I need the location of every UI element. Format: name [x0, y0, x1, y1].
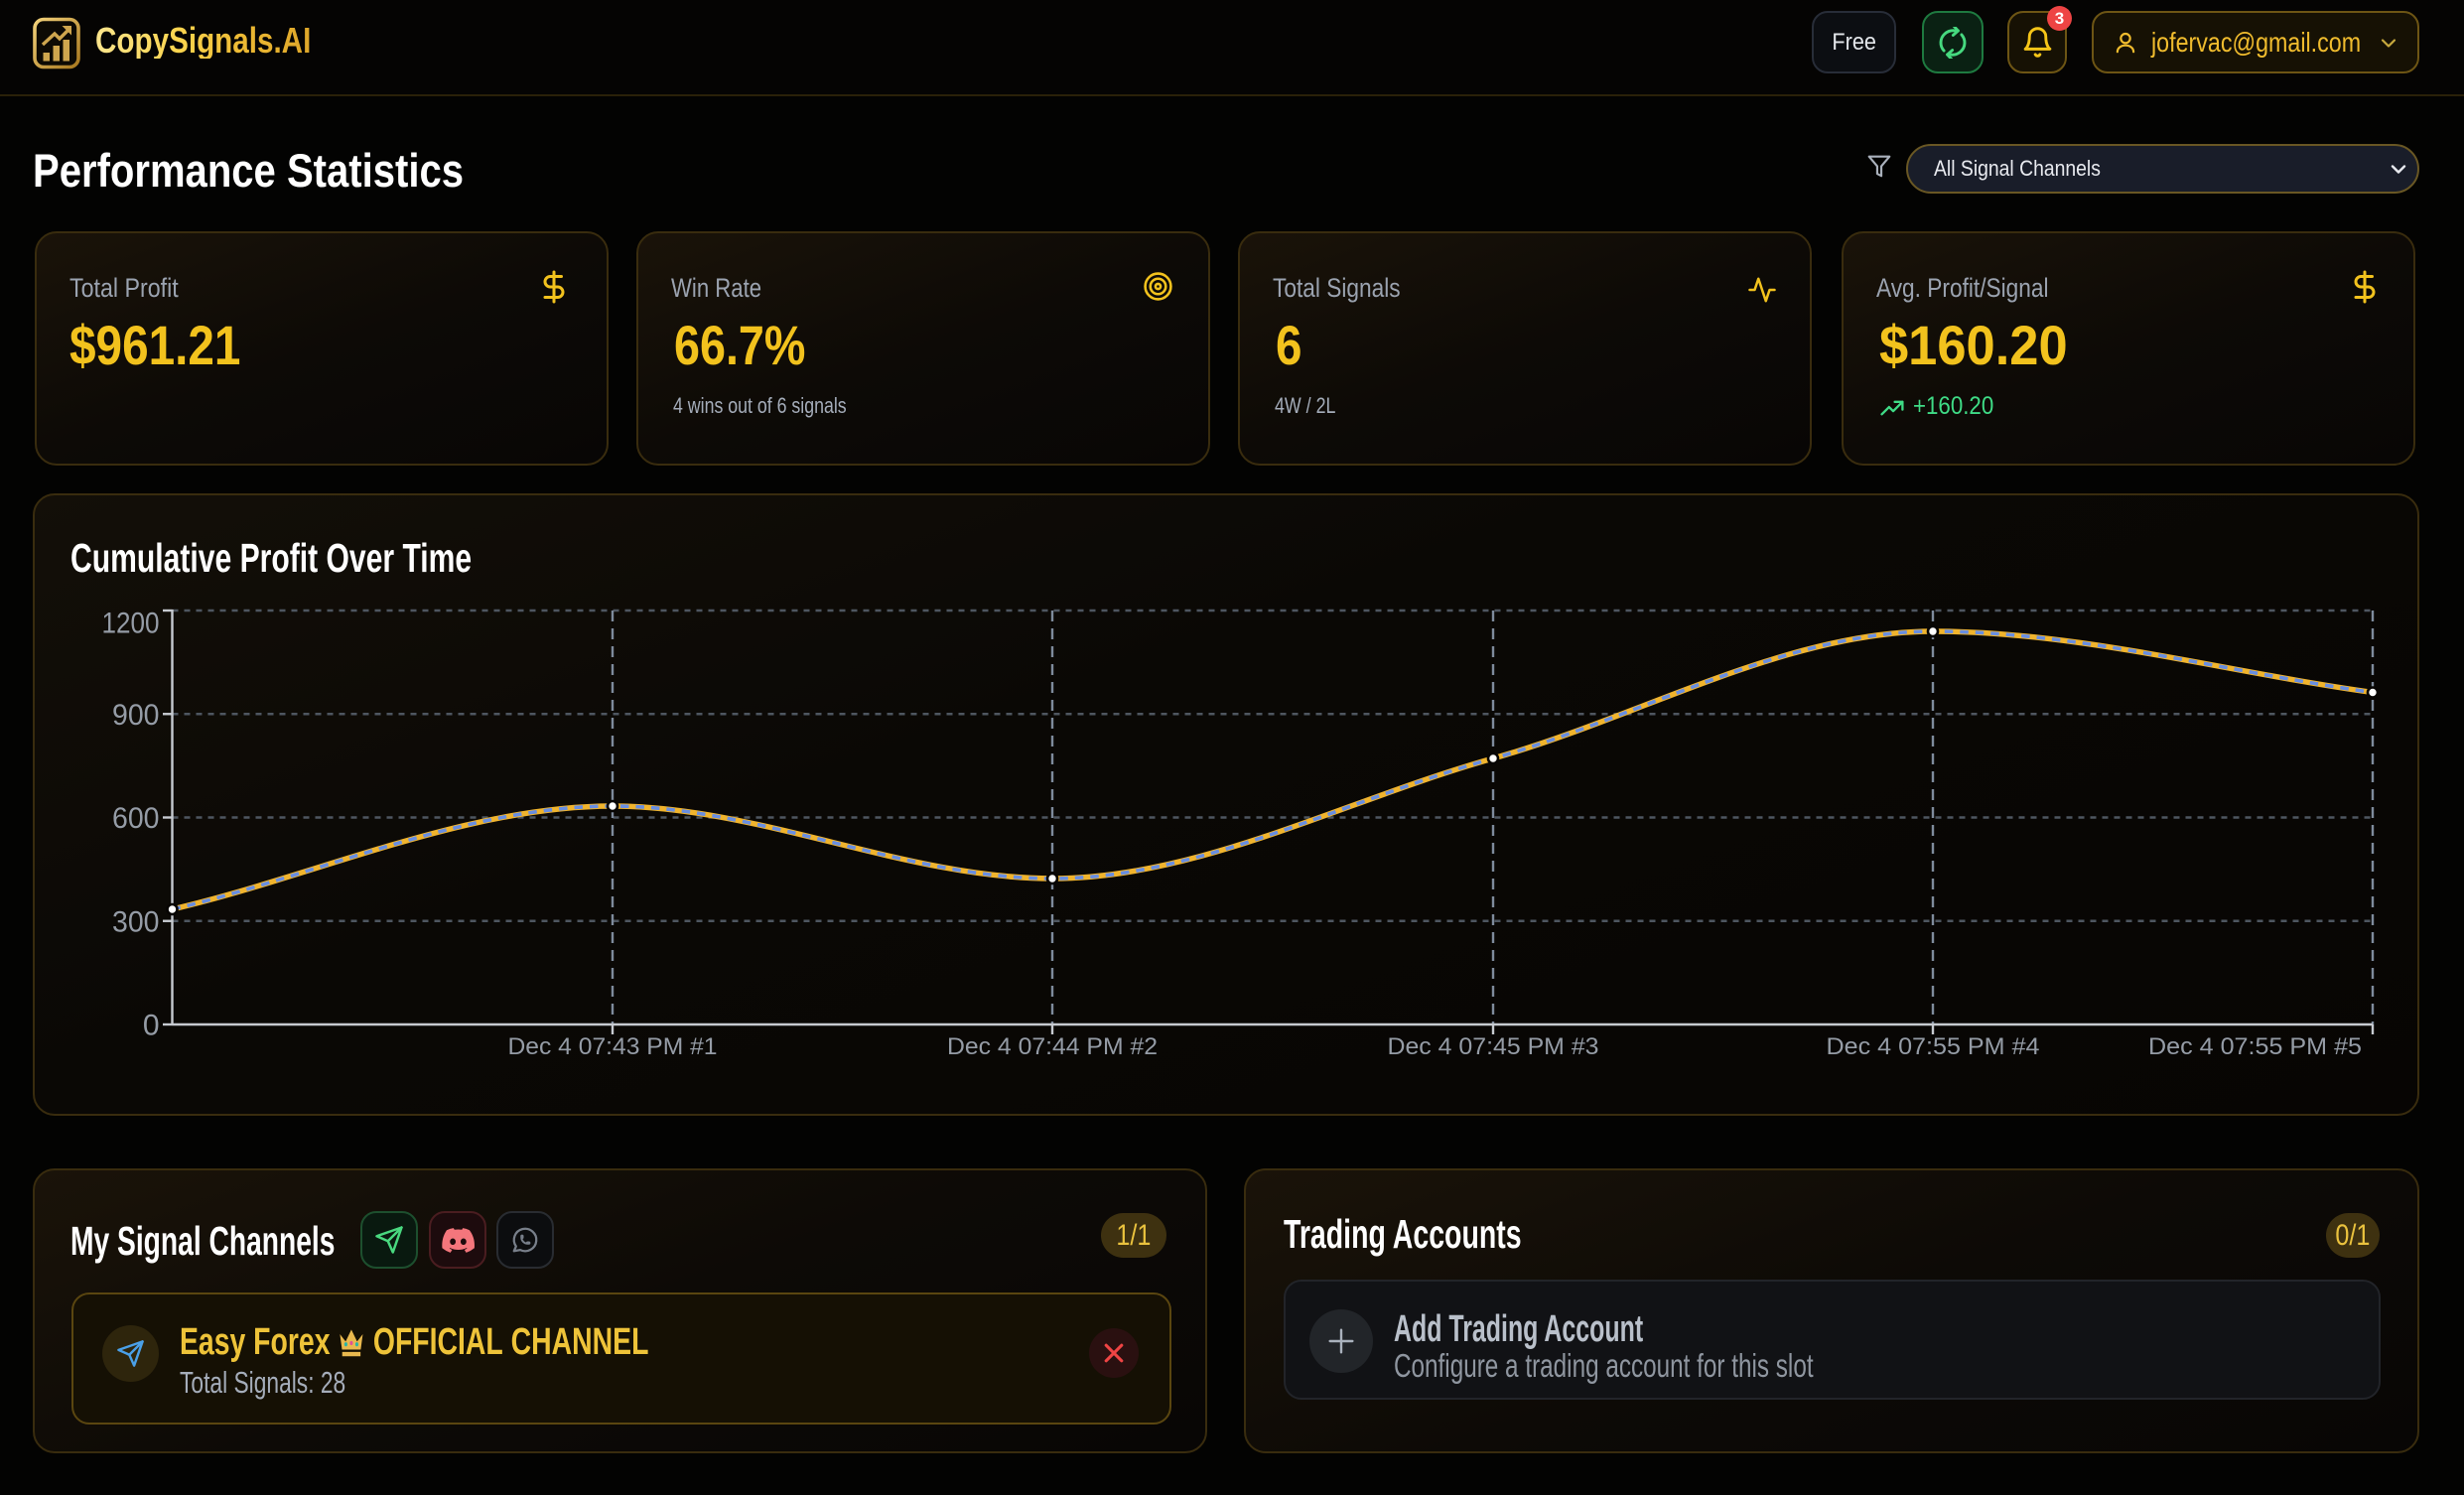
svg-text:600: 600: [112, 802, 160, 835]
svg-text:Dec 4 07:44 PM #2: Dec 4 07:44 PM #2: [947, 1033, 1158, 1060]
svg-text:Dec 4 07:55 PM #4: Dec 4 07:55 PM #4: [1827, 1033, 2040, 1060]
svg-text:0: 0: [143, 1010, 160, 1042]
svg-text:1200: 1200: [102, 608, 160, 640]
svg-text:Dec 4 07:45 PM #3: Dec 4 07:45 PM #3: [1388, 1033, 1599, 1060]
svg-text:Dec 4 07:43 PM #1: Dec 4 07:43 PM #1: [508, 1033, 718, 1060]
svg-text:Dec 4 07:55 PM #5: Dec 4 07:55 PM #5: [2148, 1033, 2362, 1060]
svg-text:300: 300: [112, 906, 160, 939]
svg-text:900: 900: [112, 699, 160, 732]
